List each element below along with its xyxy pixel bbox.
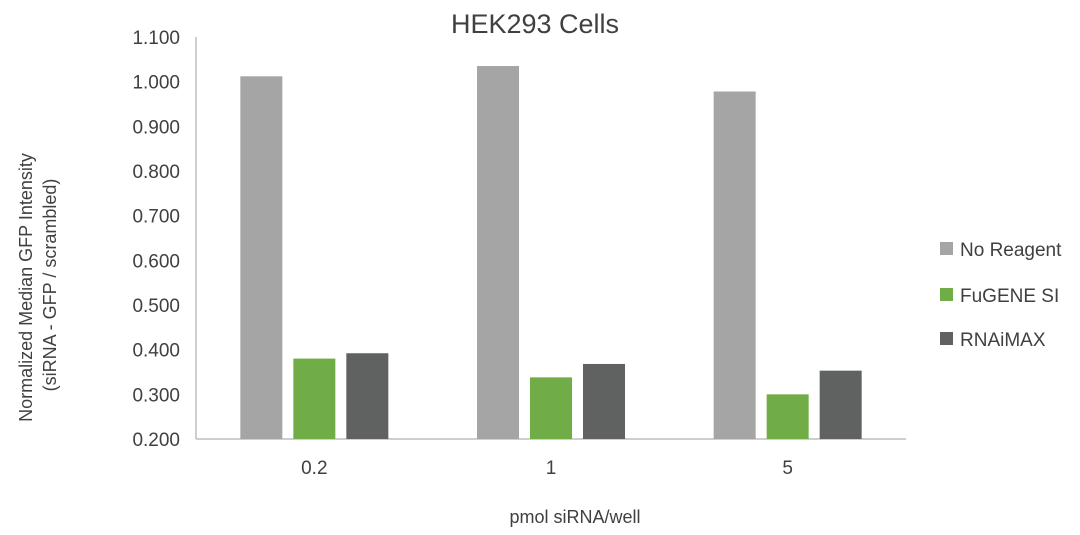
y-tick-label: 0.900 (132, 117, 180, 138)
legend-label: FuGENE SI (960, 286, 1059, 307)
bar-rnaimax-0 (346, 353, 389, 439)
bar-no-reagent-1 (477, 66, 519, 440)
y-axis-title: Normalized Median GFP Intensity (siRNA -… (16, 148, 60, 422)
legend-swatch (940, 242, 953, 255)
x-tick-label: 0.2 (301, 458, 327, 479)
y-tick-labels: 0.200 0.300 0.400 0.500 0.600 0.700 0.800 0.900… (132, 28, 180, 451)
legend-swatch (940, 332, 953, 345)
y-axis-title-line-1: Normalized Median GFP Intensity (16, 153, 36, 422)
bars (240, 66, 862, 440)
y-tick-label: 0.800 (132, 162, 180, 183)
bar-rnaimax-2 (819, 370, 862, 439)
y-tick-label: 0.200 (132, 430, 180, 451)
bar-fugene-si-0 (293, 358, 336, 439)
bar-no-reagent-2 (713, 91, 756, 439)
bar-no-reagent-0 (240, 76, 283, 439)
bar-rnaimax-1 (583, 363, 625, 439)
chart-title: HEK293 Cells (451, 9, 619, 39)
bar-fugene-si-1 (530, 377, 572, 439)
legend-swatch (940, 288, 953, 301)
y-tick-label: 0.600 (132, 251, 180, 272)
y-tick-label: 0.500 (132, 296, 180, 317)
y-tick-label: 1.100 (132, 28, 180, 49)
y-axis-title-line-2: (siRNA - GFP / scrambled) (40, 179, 60, 392)
y-tick-label: 0.300 (132, 385, 180, 406)
y-tick-label: 1.000 (132, 73, 180, 94)
legend-label: RNAiMAX (960, 330, 1046, 351)
legend: No Reagent FuGENE SI RNAiMAX (940, 240, 1062, 351)
x-axis-title: pmol siRNA/well (509, 507, 640, 527)
y-tick-label: 0.700 (132, 207, 180, 228)
legend-label: No Reagent (960, 240, 1062, 261)
x-tick-labels: 0.2 1 5 (301, 458, 793, 479)
bar-fugene-si-2 (766, 394, 809, 439)
y-tick-label: 0.400 (132, 341, 180, 362)
x-tick-label: 5 (782, 458, 793, 479)
x-tick-label: 1 (546, 458, 557, 479)
